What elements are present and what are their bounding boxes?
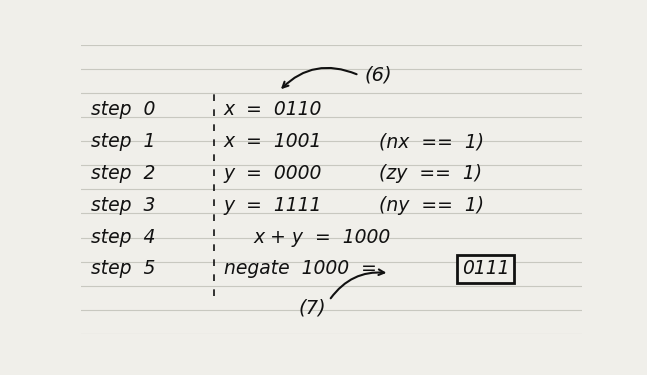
Text: (nx  ==  1): (nx == 1) [379, 132, 485, 151]
Text: x  =  1001: x = 1001 [224, 132, 322, 151]
Text: step  1: step 1 [91, 132, 155, 151]
Text: 0111: 0111 [462, 259, 509, 278]
Text: step  4: step 4 [91, 228, 155, 246]
Text: negate  1000  =: negate 1000 = [224, 259, 382, 278]
Text: step  0: step 0 [91, 100, 155, 120]
Text: (zy  ==  1): (zy == 1) [379, 164, 483, 183]
Text: y  =  1111: y = 1111 [224, 196, 322, 215]
Text: step  5: step 5 [91, 259, 155, 278]
Text: (7): (7) [299, 298, 327, 317]
Text: (ny  ==  1): (ny == 1) [379, 196, 485, 215]
Text: step  3: step 3 [91, 196, 155, 215]
Text: x  =  0110: x = 0110 [224, 100, 322, 120]
Text: x + y  =  1000: x + y = 1000 [254, 228, 391, 246]
Text: (6): (6) [364, 66, 392, 85]
Text: step  2: step 2 [91, 164, 155, 183]
Text: y  =  0000: y = 0000 [224, 164, 322, 183]
